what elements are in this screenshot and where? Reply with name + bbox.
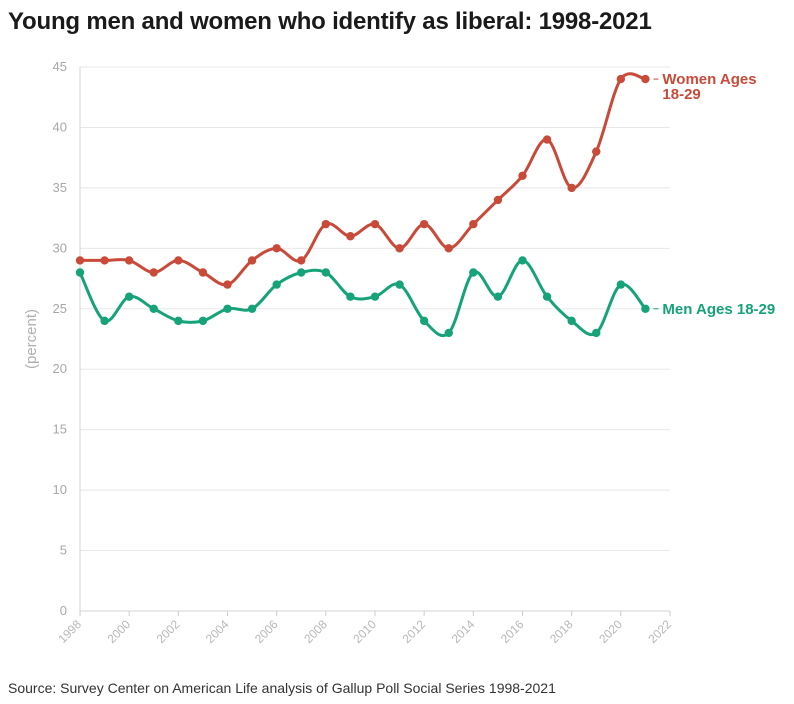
data-point <box>223 280 232 289</box>
data-point <box>174 256 183 265</box>
data-point <box>75 268 85 277</box>
data-point <box>419 219 429 229</box>
x-tick-label: 2006 <box>252 617 281 646</box>
x-tick-label: 2018 <box>547 617 576 646</box>
data-point <box>395 280 404 289</box>
data-point <box>346 292 355 301</box>
data-point <box>641 304 650 313</box>
x-tick-label: 2012 <box>400 617 429 646</box>
series-line <box>78 258 647 338</box>
data-point <box>419 316 429 326</box>
x-tick-label: 2014 <box>449 617 478 646</box>
data-point <box>493 195 503 205</box>
x-tick-label: 2022 <box>645 617 674 646</box>
data-point <box>370 292 380 301</box>
y-tick-label: 40 <box>53 119 67 134</box>
y-tick-label: 0 <box>60 603 67 618</box>
x-tick-label: 2016 <box>498 617 527 646</box>
data-point <box>247 304 257 313</box>
data-point <box>174 316 183 326</box>
data-point <box>567 316 576 326</box>
y-tick-label: 35 <box>53 180 67 195</box>
data-point <box>469 268 478 277</box>
data-point <box>493 292 503 301</box>
chart-title: Young men and women who identify as libe… <box>8 8 652 35</box>
x-tick-label: 1998 <box>55 617 84 646</box>
x-tick-label: 2004 <box>203 617 232 646</box>
data-point <box>616 280 626 289</box>
series-line <box>78 72 647 287</box>
y-tick-label: 10 <box>53 482 67 497</box>
y-tick-label: 25 <box>53 301 67 316</box>
y-tick-label: 15 <box>53 422 67 437</box>
y-tick-label: 45 <box>53 59 67 74</box>
data-point <box>198 316 208 326</box>
data-point <box>518 171 527 180</box>
data-point <box>616 74 626 84</box>
x-tick-label: 2008 <box>301 617 330 646</box>
data-point <box>100 256 109 265</box>
data-point <box>272 244 281 253</box>
data-point <box>124 292 134 301</box>
data-point <box>321 268 331 277</box>
data-point <box>247 256 257 265</box>
series-label: 18-29 <box>662 86 700 103</box>
data-point <box>223 304 232 313</box>
data-point <box>321 219 331 229</box>
data-point <box>370 219 380 229</box>
data-point <box>198 268 208 277</box>
data-point <box>469 219 478 229</box>
data-point <box>395 244 404 253</box>
data-point <box>542 292 552 301</box>
data-point <box>124 256 134 265</box>
data-point <box>272 280 281 289</box>
grid-lines <box>80 66 670 612</box>
data-point <box>346 232 355 241</box>
data-point <box>518 256 527 265</box>
data-point <box>444 244 453 253</box>
data-point <box>542 135 552 144</box>
axes: 0 5 10 15 20 25 30 35 40 45 1998 2000 2002 2004 2006 20… <box>23 59 674 646</box>
x-tick-label: 2020 <box>596 617 625 646</box>
data-point <box>567 183 576 193</box>
data-point <box>75 256 85 265</box>
x-tick-label: 2000 <box>105 617 134 646</box>
data-point <box>592 328 601 338</box>
data-point <box>149 268 158 277</box>
y-tick-label: 5 <box>60 543 67 558</box>
data-point <box>641 74 650 84</box>
data-point <box>100 316 109 326</box>
series-label: Women Ages <box>662 71 756 88</box>
y-tick-label: 30 <box>53 240 67 255</box>
series-lines <box>75 72 650 338</box>
x-tick-label: 2002 <box>154 617 183 646</box>
y-axis-title: (percent) <box>23 309 40 369</box>
data-point <box>444 328 453 338</box>
x-tick-label: 2010 <box>350 617 379 646</box>
data-point <box>297 268 306 277</box>
series-label: Men Ages 18-29 <box>662 301 775 318</box>
data-point <box>592 147 601 156</box>
data-point <box>297 256 306 265</box>
source-note: Source: Survey Center on American Life a… <box>8 680 556 696</box>
data-point <box>149 304 158 313</box>
y-tick-label: 20 <box>53 361 67 376</box>
